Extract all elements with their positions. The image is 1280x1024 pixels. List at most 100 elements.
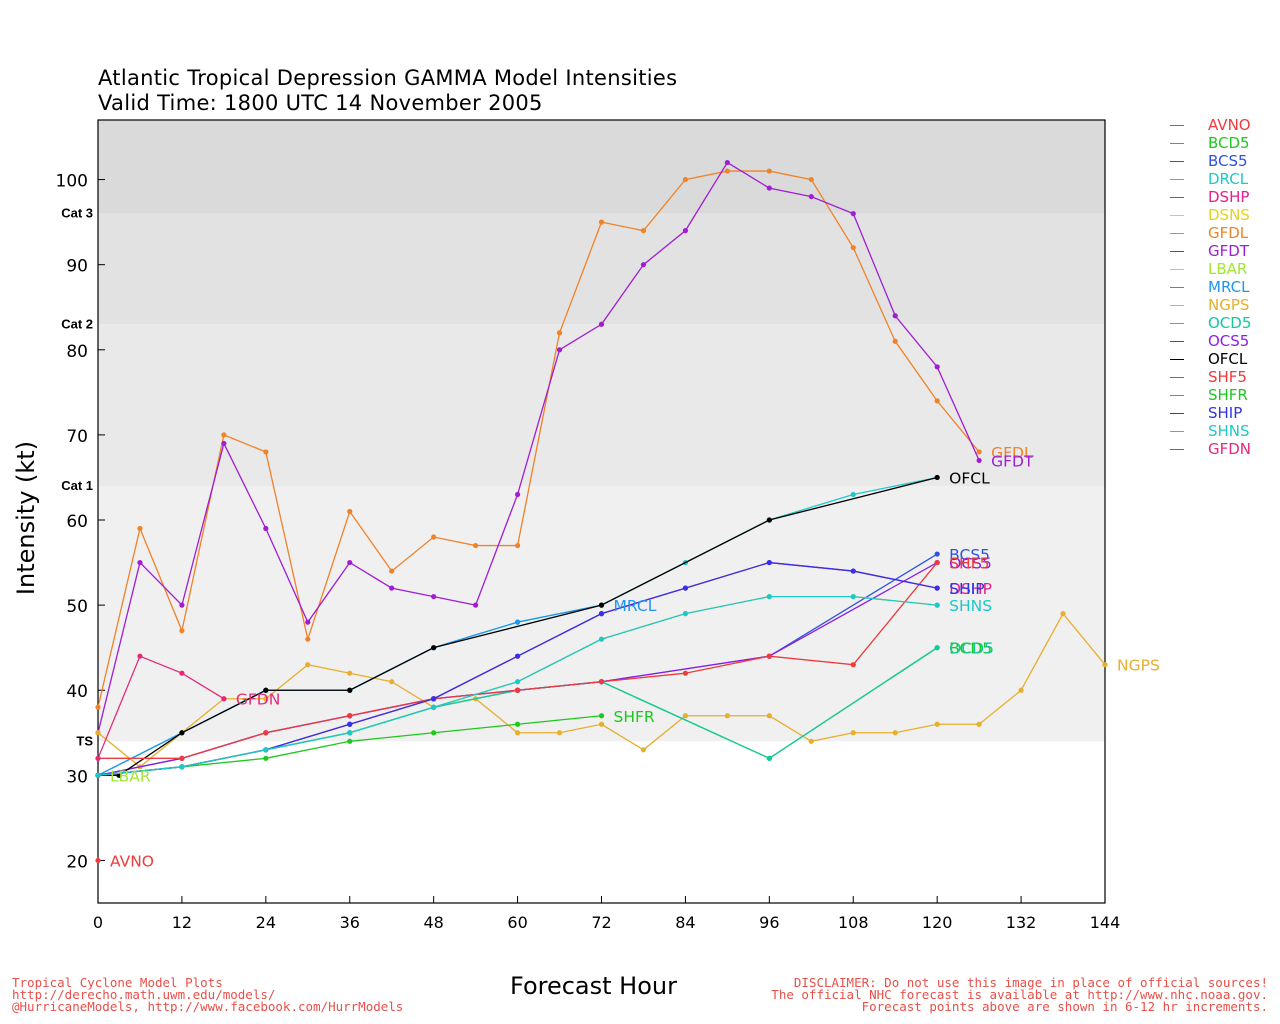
category-label: Cat 2 — [61, 316, 93, 331]
data-point-gfdl — [305, 636, 311, 642]
data-point-shns — [850, 594, 856, 600]
data-point-gfdt — [347, 559, 353, 566]
category-label: Cat 1 — [61, 478, 93, 493]
legend-swatch — [1170, 250, 1184, 252]
category-band — [98, 324, 1105, 486]
legend-swatch — [1170, 358, 1184, 360]
series-end-label-ocs5: OCS5 — [949, 555, 992, 573]
x-tick-label: 96 — [759, 913, 779, 932]
data-point-ngps — [263, 696, 269, 702]
data-point-gfdl — [431, 534, 437, 540]
data-point-gfdl — [808, 176, 814, 183]
data-point-ofcl — [431, 645, 437, 651]
footer-credits: Tropical Cyclone Model Plots http://dere… — [12, 976, 404, 1014]
legend-swatch — [1170, 160, 1184, 162]
data-point-gfdt — [431, 594, 437, 600]
footer-credits-url[interactable]: http://derecho.math.uwm.edu/models/ — [12, 987, 276, 1002]
series-end-label-shfr: SHFR — [614, 708, 655, 726]
data-point-gfdl — [556, 330, 563, 336]
data-point-ngps — [347, 670, 353, 676]
y-tick-label: 90 — [66, 257, 88, 277]
legend-label: GFDL — [1208, 224, 1249, 242]
series-end-label-mrcl: MRCL — [614, 597, 657, 615]
legend-swatch — [1170, 412, 1184, 414]
data-point-ngps — [976, 721, 982, 727]
data-point-gfdl — [221, 432, 227, 438]
data-point-ngps — [514, 730, 521, 736]
x-tick-label: 84 — [675, 913, 695, 932]
data-point-shf5 — [766, 653, 772, 659]
legend-item-ship: SHIP — [1170, 404, 1251, 422]
legend-item-shns: SHNS — [1170, 422, 1251, 440]
category-label: Cat 3 — [61, 206, 93, 221]
y-tick-label: 80 — [66, 342, 88, 362]
data-point-gfdl — [724, 168, 730, 174]
series-end-label-shns: SHNS — [949, 597, 992, 615]
y-tick-label: 30 — [66, 767, 88, 787]
data-point-gfdn — [221, 696, 227, 702]
legend-item-dsns: DSNS — [1170, 206, 1251, 224]
data-point-shfr — [514, 721, 521, 727]
series-end-label-ship: SHIP — [949, 580, 984, 598]
data-point-gfdt — [305, 619, 311, 625]
data-point-gfdl — [389, 568, 395, 574]
legend-item-gfdt: GFDT — [1170, 242, 1251, 260]
data-point-gfdl — [347, 508, 353, 515]
legend-item-mrcl: MRCL — [1170, 278, 1251, 296]
data-point-gfdt — [892, 313, 898, 319]
data-point-gfdt — [724, 159, 730, 166]
category-band — [98, 120, 1105, 214]
data-point-shns — [179, 764, 185, 770]
legend-item-gfdn: GFDN — [1170, 440, 1251, 458]
data-point-ofcl — [766, 517, 772, 523]
data-point-shns — [263, 747, 269, 753]
data-point-ship — [682, 585, 689, 591]
data-point-gfdt — [682, 228, 689, 234]
x-tick-label: 12 — [172, 913, 192, 932]
footer-disclaimer-line: DISCLAIMER: Do not use this image in pla… — [793, 975, 1268, 990]
series-end-label-ofcl: OFCL — [949, 469, 990, 487]
legend-label: NGPS — [1208, 296, 1250, 314]
legend-label: SHF5 — [1208, 368, 1247, 386]
x-tick-label: 60 — [507, 913, 527, 932]
y-tick-label: 20 — [66, 852, 88, 872]
data-point-gfdl — [892, 338, 898, 344]
data-point-drcl — [850, 491, 856, 498]
legend-swatch — [1170, 142, 1184, 144]
data-point-shns — [682, 611, 689, 617]
y-axis-label: Intensity (kt) — [12, 440, 40, 596]
data-point-gfdt — [137, 559, 143, 566]
legend-item-shfr: SHFR — [1170, 386, 1251, 404]
data-point-shns — [766, 594, 772, 600]
data-point-gfdt — [221, 440, 227, 447]
data-point-gfdl — [640, 228, 647, 234]
data-point-ocd5 — [766, 755, 772, 761]
legend-swatch — [1170, 232, 1184, 234]
legend-swatch — [1170, 340, 1184, 342]
data-point-ngps — [1102, 662, 1108, 668]
data-point-shns — [95, 772, 101, 778]
legend-label: MRCL — [1208, 278, 1250, 296]
legend-label: SHFR — [1208, 386, 1248, 404]
footer-credits-social[interactable]: @HurricaneModels, http://www.facebook.co… — [12, 999, 404, 1014]
footer-disclaimer-line: The official NHC forecast is available a… — [771, 987, 1268, 1002]
data-point-gfdl — [473, 542, 479, 549]
series-end-label-dshp: DSHP — [949, 580, 992, 598]
data-point-ngps — [724, 713, 730, 719]
legend-label: BCS5 — [1208, 152, 1248, 170]
data-point-gfdl — [766, 168, 772, 174]
data-point-gfdl — [263, 449, 269, 455]
x-tick-label: 48 — [423, 913, 443, 932]
data-point-gfdt — [808, 193, 814, 200]
data-point-ngps — [1018, 687, 1024, 693]
data-point-ocd5 — [934, 645, 940, 651]
legend-swatch — [1170, 448, 1184, 450]
data-point-gfdl — [976, 449, 982, 455]
legend-label: GFDT — [1208, 242, 1249, 260]
legend-item-drcl: DRCL — [1170, 170, 1251, 188]
data-point-ship — [514, 653, 521, 659]
legend-item-ocs5: OCS5 — [1170, 332, 1251, 350]
series-end-label-bcd5: BCD5 — [949, 640, 992, 658]
data-point-gfdl — [934, 398, 940, 404]
x-tick-label: 36 — [340, 913, 360, 932]
